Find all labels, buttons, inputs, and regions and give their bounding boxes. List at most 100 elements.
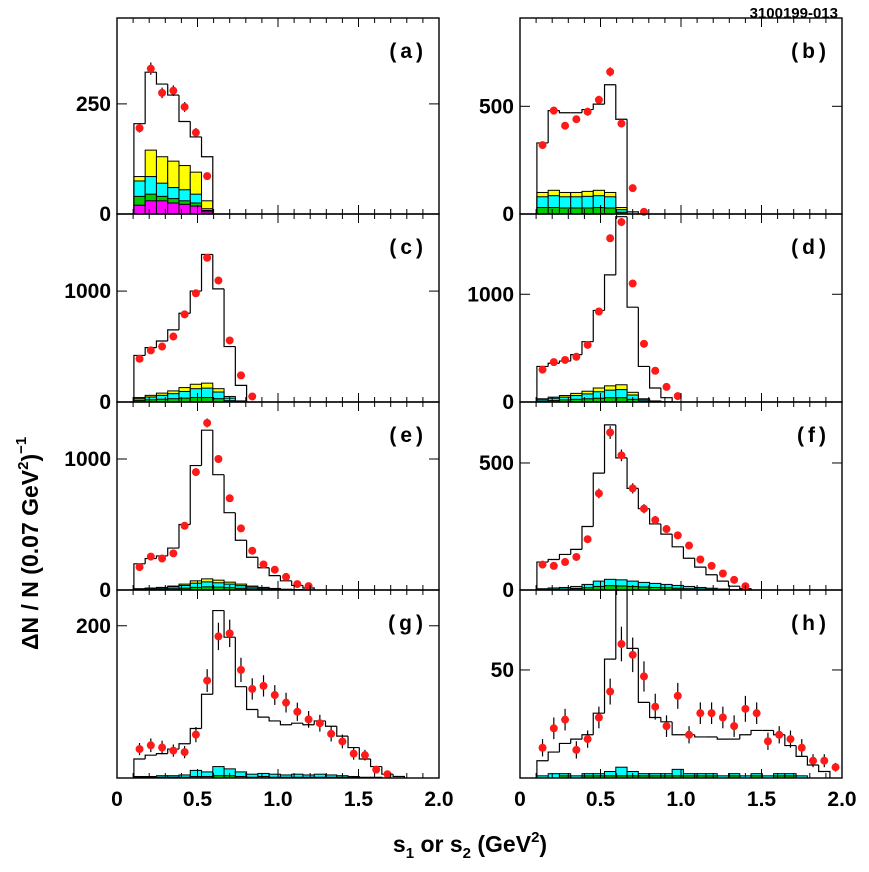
panel-h-mc-bin	[671, 721, 684, 736]
panel-e-data-point	[304, 582, 313, 591]
panel-g-mc-bin	[246, 686, 258, 711]
panel-e-mc-bin	[279, 575, 292, 582]
panel-d-data-point	[594, 307, 603, 316]
panel-d-data-point	[628, 279, 637, 288]
panel-g-mc-bin	[279, 720, 292, 726]
panel-g-mc-bin	[257, 709, 270, 718]
panel-h-data-point	[628, 650, 637, 659]
y-axis-title: ΔN / N (0.07 GeV2)−1	[13, 437, 43, 650]
panel-d-mc-bin	[603, 274, 616, 311]
panel-h-data-point	[752, 709, 761, 718]
panel-d-data-point	[583, 340, 592, 349]
panel-h-data-point	[707, 709, 716, 718]
panel-f-mc-bin	[671, 534, 684, 548]
panel-g-data-point	[372, 765, 381, 774]
panel-g-mc-bin	[189, 727, 202, 744]
panel-g-xtick-label: 0	[111, 788, 123, 811]
panel-f-data-point	[685, 541, 694, 550]
panel-c-data-point	[135, 354, 144, 363]
panel-h-mc-bin	[592, 712, 605, 735]
x-axis-title-sub1: 1	[406, 845, 414, 862]
panel-a-data-point	[191, 128, 200, 137]
panel-h-mc-bin	[637, 648, 650, 703]
panel-b-ytick-label: 0	[502, 203, 514, 226]
panel-h-data-point	[763, 737, 772, 746]
panel-h-data-point	[797, 743, 806, 752]
panel-a-mc-bin	[133, 123, 146, 214]
panel-g-mc-bin	[234, 637, 247, 688]
panel-g-data-point	[146, 741, 155, 750]
panel-h-data-point	[718, 713, 727, 722]
panel-a-ytick-label: 250	[76, 93, 111, 116]
panel-c-label: (c)	[389, 236, 427, 259]
panel-f-mc-bin	[603, 424, 616, 474]
panel-a-mc-bin	[178, 95, 191, 123]
panel-c-mc-bin	[212, 254, 225, 290]
panel-b-data-point	[594, 95, 603, 104]
panel-b-data-point	[561, 121, 570, 130]
panel-g-mc-bin	[324, 720, 337, 727]
panel-h-data-point	[809, 756, 818, 765]
panel-g-data-point	[135, 745, 144, 754]
panel-h-data-point	[572, 745, 581, 754]
panel-b: 0 500 (b)	[479, 17, 843, 226]
panel-e-ytick-label: 1000	[64, 448, 111, 471]
panel-h-mc-bin	[716, 736, 729, 740]
panel-c-data-point	[180, 310, 189, 319]
panel-g-mc-bin	[178, 743, 191, 750]
panel-c-data-point	[225, 336, 234, 345]
panel-d-data-point	[572, 352, 581, 361]
panel-f-mc-bin	[581, 525, 594, 550]
panel-b-data-point	[606, 67, 615, 76]
panel-g-xtick-label: 1.5	[344, 788, 374, 811]
panel-h-mc-bin	[784, 734, 797, 747]
panel-h: 50 0 0.5 1.0 1.5 2.0 (h)	[491, 589, 857, 811]
panel-g-data-point	[214, 632, 223, 641]
panel-a-label: (a)	[389, 40, 427, 63]
panel-g-xtick-label: 1.0	[263, 788, 292, 811]
panel-a-stack3-bin	[189, 205, 203, 215]
panel-e-data-point	[270, 565, 279, 574]
panel-a-stack3-bin	[155, 200, 169, 215]
panel-g-data-point	[315, 719, 324, 728]
panel-e-data-point	[146, 552, 155, 561]
panel-b-mc-bin	[592, 103, 605, 110]
panel-a-stack3-bin	[133, 204, 146, 215]
panel-e-label: (e)	[389, 424, 427, 447]
panel-e-data-point	[236, 524, 245, 533]
panel-g-label: (g)	[388, 612, 427, 635]
panel-c-data-point	[248, 392, 257, 401]
panel-b-mc-bin	[603, 84, 616, 105]
panel-c-ytick-label: 1000	[64, 280, 111, 303]
panel-f-data-point	[549, 561, 558, 570]
panel-h-mc-bin	[558, 742, 571, 753]
panel-g-mc-bin	[336, 726, 349, 737]
panel-f-mc-bin	[660, 523, 673, 535]
panel-d-data-point	[639, 339, 648, 348]
x-axis-title-s1: s	[393, 831, 406, 857]
panel-d-mc-bin	[649, 366, 661, 389]
panel-g-mc-bin	[155, 753, 168, 756]
panel-c-mc-bin	[167, 329, 179, 341]
panel-f-ytick-label: 500	[479, 452, 514, 475]
panel-g-mc-bin	[302, 723, 315, 726]
panel-b-data-point	[549, 106, 558, 115]
panel-b-stack2-bin	[581, 207, 594, 215]
panel-b-stack2-bin	[558, 207, 572, 215]
panel-f-data-point	[696, 555, 705, 564]
panel-d-mc-bin	[660, 387, 673, 402]
panel-f-mc-bin	[649, 508, 661, 525]
panel-h-data-point	[820, 756, 829, 765]
panel-f-mc-bin	[592, 472, 605, 527]
panel-b-data-point	[538, 141, 547, 150]
panel-c-data-point	[158, 342, 167, 351]
panel-e-data-point	[225, 494, 234, 503]
panel-a-mc-bin	[155, 72, 168, 85]
panel-a-data-point	[169, 86, 178, 95]
panel-h-data-point	[741, 704, 750, 713]
panel-e-data-point	[214, 454, 223, 463]
panel-d-data-point	[617, 218, 626, 227]
panel-h-mc-bin	[570, 738, 582, 744]
panel-g-mc-bin	[392, 774, 405, 778]
panel-f-label: (f)	[797, 424, 830, 447]
